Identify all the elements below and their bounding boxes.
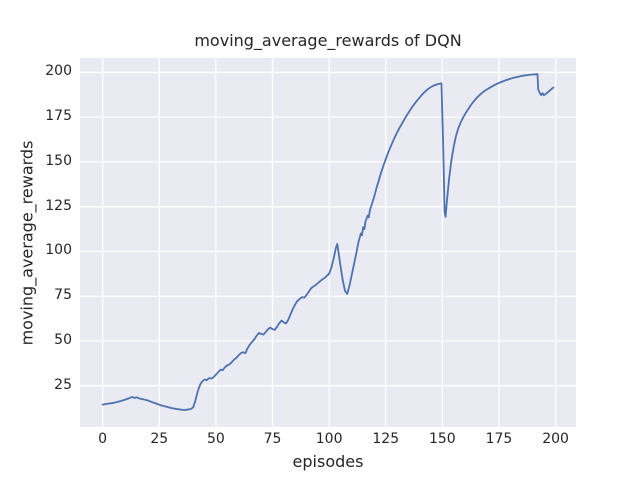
x-tick-label: 200: [542, 431, 569, 447]
x-tick-label: 25: [150, 431, 169, 447]
x-axis-label: episodes: [292, 452, 364, 471]
x-tick-label: 150: [428, 431, 456, 447]
y-tick-label: 175: [45, 108, 72, 125]
plot-area: [80, 58, 576, 427]
y-tick-label: 150: [45, 152, 72, 169]
y-tick-label: 100: [45, 242, 72, 259]
chart-title: moving_average_rewards of DQN: [194, 31, 462, 50]
y-tick-label: 125: [45, 197, 72, 214]
x-tick-label: 0: [98, 431, 108, 447]
y-tick-label: 200: [45, 63, 72, 80]
x-tick-label: 175: [485, 431, 513, 447]
y-tick-label: 25: [54, 376, 72, 393]
x-tick-label: 75: [263, 431, 282, 447]
y-tick-label: 50: [54, 332, 72, 349]
x-tick-label: 100: [315, 431, 343, 447]
x-tick-label: 125: [372, 431, 400, 447]
x-tick-label: 50: [206, 431, 225, 447]
y-tick-label: 75: [54, 287, 72, 304]
reward-line: [101, 73, 555, 411]
